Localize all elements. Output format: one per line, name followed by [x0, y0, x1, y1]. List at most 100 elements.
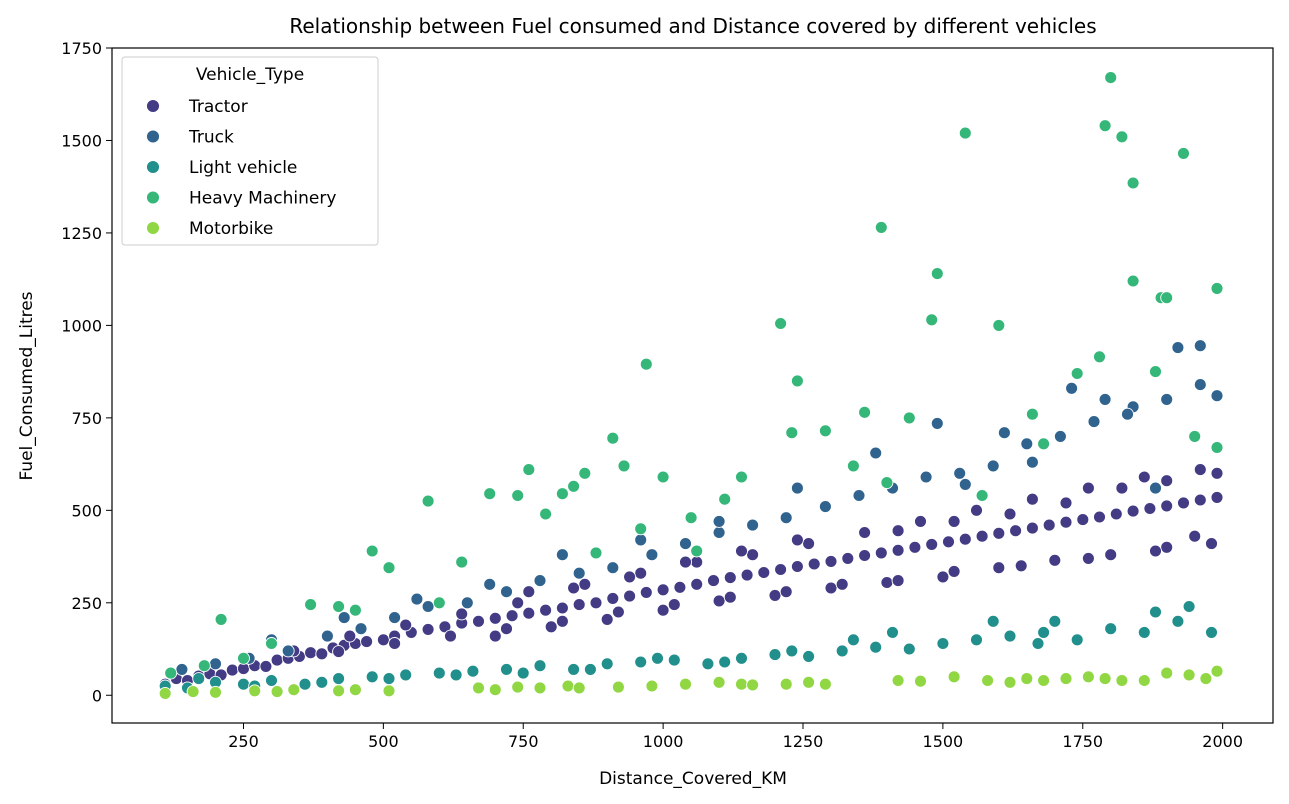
point-motorbike-24 [891, 674, 905, 687]
point-truck-0 [175, 662, 189, 676]
point-tractor-83 [1205, 537, 1218, 551]
point-motorbike-2 [209, 685, 222, 699]
point-tractor-26 [488, 611, 502, 625]
point-motorbike-17 [679, 677, 692, 691]
point-tractor-127 [399, 618, 413, 632]
point-tractor-121 [735, 544, 748, 558]
point-heavy-machinery-55 [975, 489, 989, 502]
point-light-vehicle-48 [192, 672, 206, 686]
point-heavy-machinery-31 [846, 459, 860, 473]
point-tractor-90 [835, 577, 849, 591]
point-truck-29 [1193, 378, 1207, 392]
point-heavy-machinery-25 [718, 492, 732, 506]
point-tractor-19 [376, 633, 390, 647]
point-truck-32 [1065, 381, 1079, 395]
point-light-vehicle-43 [516, 666, 530, 680]
point-truck-39 [712, 514, 726, 528]
point-tractor-110 [1081, 481, 1095, 495]
legend-label-light-vehicle: Light vehicle [189, 158, 297, 178]
point-heavy-machinery-8 [382, 561, 396, 575]
legend-marker-truck [146, 129, 160, 144]
point-truck-49 [1025, 455, 1039, 469]
point-heavy-machinery-9 [421, 494, 435, 508]
point-tractor-122 [679, 555, 692, 569]
point-tractor-123 [623, 570, 637, 584]
point-light-vehicle-6 [332, 672, 346, 686]
point-motorbike-1 [186, 685, 200, 699]
point-light-vehicle-37 [886, 625, 899, 639]
point-truck-25 [1053, 429, 1067, 443]
point-tractor-48 [858, 549, 872, 562]
point-heavy-machinery-57 [690, 544, 704, 558]
point-heavy-machinery-17 [567, 479, 581, 493]
point-tractor-46 [824, 554, 838, 568]
point-heavy-machinery-43 [1115, 130, 1129, 144]
point-heavy-machinery-2 [214, 612, 228, 626]
plot-frame [111, 47, 1274, 724]
point-tractor-108 [970, 503, 983, 517]
point-truck-9 [500, 585, 513, 599]
point-light-vehicle-9 [432, 666, 446, 680]
point-motorbike-31 [1059, 672, 1073, 686]
point-tractor-36 [656, 583, 670, 597]
point-tractor-115 [1115, 481, 1129, 495]
point-heavy-machinery-30 [818, 424, 832, 438]
point-tractor-81 [1104, 548, 1118, 562]
legend-box [121, 56, 379, 246]
point-heavy-machinery-26 [735, 470, 748, 484]
point-truck-3 [281, 644, 295, 658]
point-tractor-62 [1093, 510, 1106, 524]
point-motorbike-25 [914, 674, 927, 688]
point-light-vehicle-38 [846, 633, 860, 647]
point-truck-4 [320, 629, 334, 643]
point-heavy-machinery-53 [1210, 441, 1224, 454]
point-light-vehicle-27 [1037, 625, 1051, 639]
point-tractor-85 [1149, 544, 1162, 558]
y-axis-label: Fuel_Consumed_Litres [17, 291, 37, 480]
point-light-vehicle-5 [298, 677, 312, 691]
x-axis-label: Distance_Covered_KM [599, 769, 787, 789]
point-motorbike-28 [1003, 675, 1017, 689]
point-heavy-machinery-11 [455, 555, 469, 569]
point-truck-15 [712, 526, 726, 539]
point-motorbike-20 [746, 678, 760, 692]
point-tractor-79 [992, 561, 1006, 575]
point-heavy-machinery-38 [992, 318, 1006, 332]
point-heavy-machinery-42 [1104, 71, 1118, 85]
legend-label-truck: Truck [188, 128, 234, 148]
point-tractor-44 [790, 560, 804, 573]
point-truck-41 [555, 548, 569, 562]
point-motorbike-26 [947, 670, 961, 684]
point-heavy-machinery-46 [1149, 365, 1162, 379]
point-tractor-66 [1160, 499, 1174, 513]
point-tractor-9 [259, 659, 273, 673]
point-light-vehicle-12 [533, 659, 547, 673]
point-tractor-40 [723, 571, 737, 585]
point-heavy-machinery-41 [1093, 350, 1106, 364]
point-tractor-43 [774, 563, 788, 576]
point-truck-6 [388, 611, 402, 625]
point-light-vehicle-19 [768, 648, 782, 662]
point-heavy-machinery-44 [1126, 176, 1140, 190]
point-motorbike-0 [158, 686, 172, 700]
point-light-vehicle-41 [651, 651, 664, 665]
legend: Vehicle_Type Tractor Truck Light vehicle He… [121, 56, 379, 246]
point-heavy-machinery-12 [483, 487, 497, 501]
point-motorbike-35 [1137, 674, 1151, 687]
point-heavy-machinery-45 [1126, 274, 1140, 288]
point-tractor-105 [802, 537, 816, 551]
point-truck-12 [606, 561, 620, 575]
point-tractor-118 [947, 514, 961, 528]
point-light-vehicle-22 [869, 640, 883, 654]
point-motorbike-38 [1199, 672, 1213, 686]
y-tick-label-4: 1000 [61, 316, 102, 335]
point-light-vehicle-18 [735, 651, 748, 665]
point-tractor-103 [690, 555, 704, 569]
point-motorbike-16 [645, 679, 659, 693]
point-heavy-machinery-6 [332, 600, 346, 613]
point-tractor-58 [1025, 521, 1039, 535]
point-motorbike-32 [1081, 670, 1095, 684]
point-tractor-31 [572, 598, 586, 612]
point-motorbike-22 [802, 675, 816, 689]
point-heavy-machinery-52 [1188, 429, 1202, 443]
